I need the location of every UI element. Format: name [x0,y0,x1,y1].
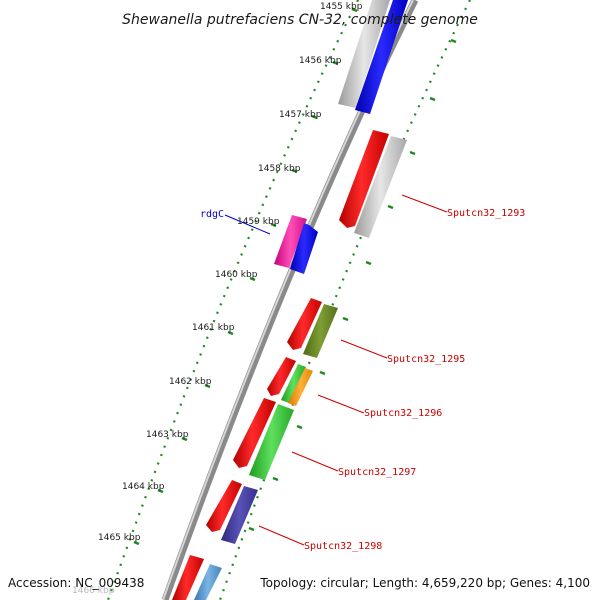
major-ticks [133,7,457,546]
gene-red-1297a[interactable] [233,398,276,468]
tick-label: 1455 kbp [320,2,363,12]
major-tick [429,96,436,102]
tick-label: 1456 kbp [299,56,342,66]
gene-orange-1296[interactable] [288,368,313,406]
major-tick [296,424,303,430]
major-tick [450,38,457,44]
gene-label-rdgc[interactable]: rdgC [200,209,224,220]
gene-label-1297[interactable]: Sputcn32_1297 [338,467,416,478]
gene-green-1296[interactable] [281,364,306,403]
gene-label-1298[interactable]: Sputcn32_1298 [304,541,382,552]
major-tick [387,204,394,210]
gene-features [172,0,408,600]
tick-label: 1463 kbp [146,430,189,440]
major-tick [319,370,326,376]
major-tick [342,316,349,322]
leader-1297 [291,451,339,472]
tick-labels: 1455 kbp 1456 kbp 1457 kbp 1458 kbp 1459… [72,2,363,596]
gene-blue-rdgc[interactable] [290,223,318,274]
major-tick [249,276,256,282]
gene-label-leaders [224,194,448,546]
tick-label: 1460 kbp [215,270,258,280]
tick-label: 1458 kbp [258,164,301,174]
gene-red-1293a[interactable] [339,130,389,228]
genome-summary-text: Topology: circular; Length: 4,659,220 bp… [259,576,590,590]
tick-label: 1464 kbp [122,482,165,492]
major-tick [409,150,416,156]
inner-dotted-ring [106,0,359,600]
gene-purple-1298[interactable] [221,486,258,544]
gene-red-1296a[interactable] [267,357,296,396]
major-tick [272,476,279,482]
major-tick [204,383,211,389]
leader-1296 [317,394,365,414]
major-tick [181,436,188,442]
gene-blue-top[interactable] [355,0,408,114]
gene-label-1296[interactable]: Sputcn32_1296 [364,408,442,419]
page-title: Shewanella putrefaciens CN-32, complete … [122,12,478,28]
major-tick [365,260,372,266]
tick-label: 1459 kbp [237,217,280,227]
major-tick [291,168,298,174]
gene-red-1295a[interactable] [287,298,322,350]
tick-label: 1457 kbp [279,110,322,120]
major-tick [227,330,234,336]
gene-label-1295[interactable]: Sputcn32_1295 [387,354,465,365]
gene-gray-top[interactable] [338,0,390,108]
gene-labels: rdgC Sputcn32_1293 Sputcn32_1295 Sputcn3… [200,208,525,552]
gene-green-1297[interactable] [249,404,294,480]
gene-gray-1293[interactable] [354,136,407,238]
major-tick [311,114,318,120]
gene-red-bottom[interactable] [172,555,204,600]
major-tick [270,222,277,228]
gene-pink-rdgc[interactable] [274,215,307,268]
major-tick [248,526,255,532]
leader-1295 [340,339,388,359]
gene-olive-1295[interactable] [303,304,338,358]
major-tick [157,488,164,494]
tick-label: 1465 kbp [98,533,141,543]
leader-1293 [401,194,448,213]
leader-1298 [258,525,305,546]
major-tick [133,540,140,546]
tick-label: 1462 kbp [169,377,212,387]
gene-steel-bottom[interactable] [194,564,222,600]
major-tick [351,7,358,13]
gene-label-1293[interactable]: Sputcn32_1293 [447,208,525,219]
major-tick [332,60,339,66]
tick-label: 1466 kbp [72,586,115,596]
accession-text: Accession: NC_009438 [8,576,144,590]
tick-label: 1461 kbp [192,323,235,333]
gene-red-1298a[interactable] [206,480,242,532]
leader-rdgc [224,214,271,235]
